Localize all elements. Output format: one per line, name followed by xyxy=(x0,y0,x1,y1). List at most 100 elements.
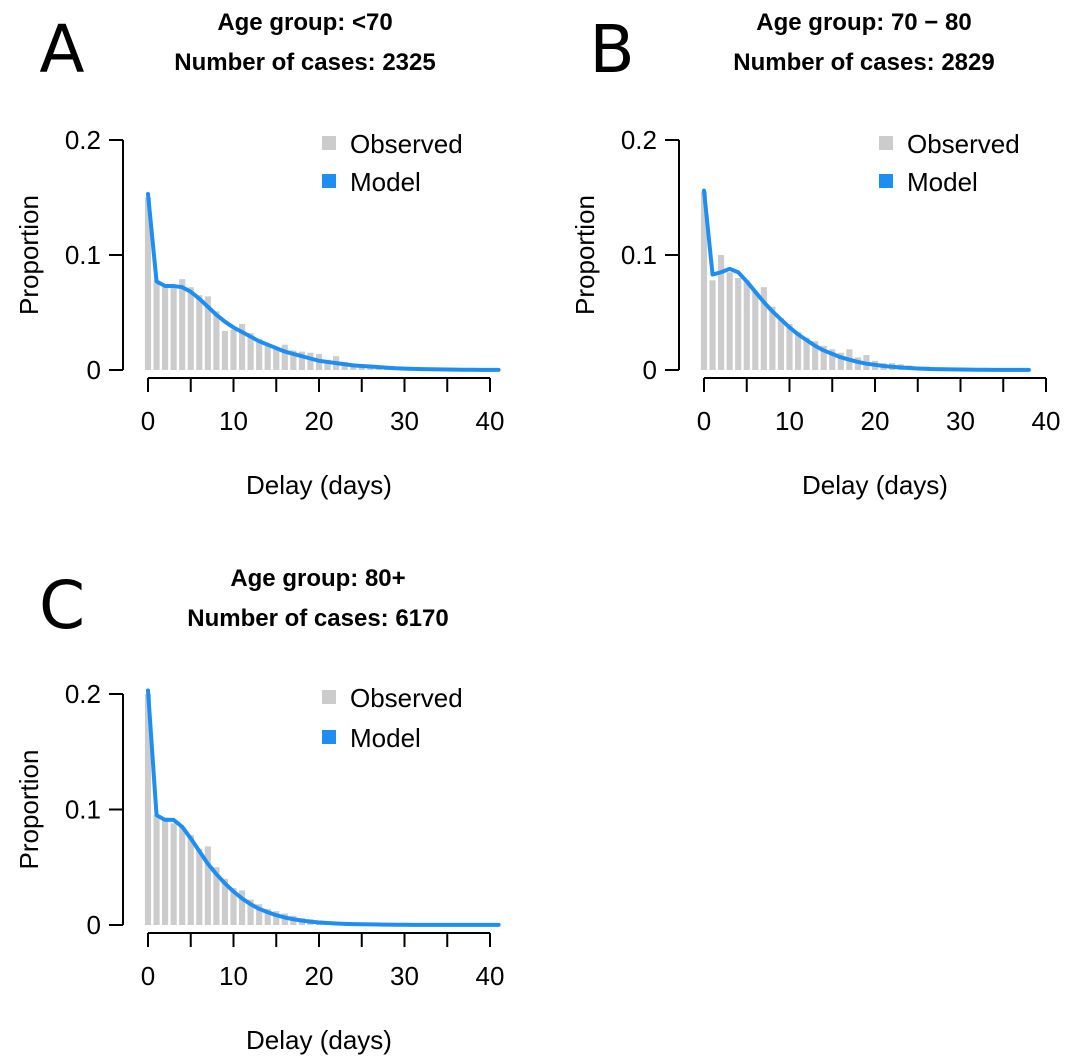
y-tick-label: 0.2 xyxy=(621,125,657,155)
observed-bar xyxy=(743,280,750,370)
observed-bar xyxy=(213,311,220,370)
observed-bar xyxy=(170,286,177,370)
x-tick-label: 30 xyxy=(390,961,419,991)
observed-bar xyxy=(170,823,177,925)
observed-bar xyxy=(204,296,211,370)
chart-subtitle: Number of cases: 2829 xyxy=(733,49,994,76)
observed-bar xyxy=(324,359,331,370)
observed-bar xyxy=(794,332,802,370)
x-axis-label: Delay (days) xyxy=(246,1025,392,1055)
observed-bar xyxy=(752,291,759,370)
legend-label-observed: Observed xyxy=(350,129,463,159)
legend-swatch-model xyxy=(322,174,336,188)
observed-bar xyxy=(256,904,263,925)
x-tick-label: 0 xyxy=(141,406,155,436)
chart-subtitle: Number of cases: 2325 xyxy=(174,49,435,76)
y-axis-label: Proportion xyxy=(570,195,600,315)
x-tick-label: 20 xyxy=(305,406,334,436)
legend-swatch-observed xyxy=(322,690,336,704)
observed-bar xyxy=(247,333,254,370)
chart-panel-b: B Age group: 70 − 80 Number of cases: 2829… xyxy=(570,9,1060,500)
observed-bar xyxy=(230,329,237,370)
legend: Observed Model xyxy=(322,129,463,197)
chart-title: Age group: 70 − 80 xyxy=(756,9,971,36)
observed-bar xyxy=(153,280,160,370)
x-tick-label: 40 xyxy=(476,961,505,991)
observed-bar xyxy=(290,350,297,370)
observed-bar xyxy=(829,349,836,370)
y-tick-label: 0.2 xyxy=(65,125,101,155)
observed-bar xyxy=(803,337,810,370)
chart-subtitle: Number of cases: 6170 xyxy=(187,605,448,632)
x-tick-label: 10 xyxy=(775,406,804,436)
observed-bar xyxy=(709,280,716,370)
panel-letter: B xyxy=(589,11,634,88)
observed-bar xyxy=(247,899,254,925)
observed-bar xyxy=(786,324,793,370)
observed-bar xyxy=(735,278,742,370)
panel-letter: A xyxy=(39,11,84,88)
observed-bar xyxy=(273,347,280,370)
observed-bar xyxy=(221,330,229,370)
x-tick-label: 30 xyxy=(946,406,975,436)
legend-label-observed: Observed xyxy=(907,129,1020,159)
y-tick-label: 0.2 xyxy=(65,679,101,709)
observed-bar xyxy=(187,287,194,370)
observed-bar xyxy=(298,351,305,370)
observed-bar xyxy=(307,352,314,370)
observed-bar xyxy=(837,352,844,370)
y-tick-label: 0.1 xyxy=(621,240,657,270)
legend-label-model: Model xyxy=(907,167,978,197)
y-axis-label: Proportion xyxy=(14,750,44,870)
panel-letter: C xyxy=(39,567,85,644)
y-tick-label: 0 xyxy=(87,355,101,385)
observed-bar xyxy=(700,191,708,370)
x-tick-label: 30 xyxy=(390,406,419,436)
legend: Observed Model xyxy=(322,683,463,753)
legend-swatch-model xyxy=(322,730,336,744)
y-tick-label: 0 xyxy=(643,355,657,385)
observed-bar xyxy=(221,878,229,925)
observed-bar xyxy=(153,815,160,925)
legend-label-model: Model xyxy=(350,167,421,197)
model-line xyxy=(146,688,501,927)
x-tick-label: 40 xyxy=(476,406,505,436)
observed-bar xyxy=(230,888,237,925)
x-tick-label: 40 xyxy=(1032,406,1061,436)
x-tick-label: 0 xyxy=(141,961,155,991)
observed-bar xyxy=(144,694,152,925)
y-axis-label: Proportion xyxy=(14,195,44,315)
chart-panel-c: C Age group: 80+ Number of cases: 6170 0 0.1… xyxy=(14,565,504,1055)
chart-panel-a: A Age group: <70 Number of cases: 2325 0 0.1… xyxy=(14,9,504,500)
observed-bar xyxy=(238,324,246,370)
x-axis-label: Delay (days) xyxy=(802,470,948,500)
observed-bar xyxy=(256,338,263,370)
y-tick-label: 0.1 xyxy=(65,795,101,825)
model-line xyxy=(146,192,501,372)
observed-bar xyxy=(273,911,280,925)
legend-swatch-model xyxy=(879,174,893,188)
legend-swatch-observed xyxy=(322,136,336,150)
observed-bar xyxy=(760,287,767,370)
model-line xyxy=(702,188,1031,372)
observed-bar xyxy=(196,848,203,925)
observed-bar xyxy=(726,272,733,370)
observed-bar xyxy=(264,908,271,925)
observed-bar xyxy=(718,255,725,370)
legend-swatch-observed xyxy=(879,136,893,150)
observed-bar xyxy=(213,867,220,925)
observed-bar xyxy=(812,341,819,370)
y-tick-label: 0.1 xyxy=(65,240,101,270)
x-tick-label: 10 xyxy=(219,406,248,436)
chart-title: Age group: 80+ xyxy=(230,565,405,592)
observed-bar xyxy=(179,279,186,370)
observed-bar xyxy=(281,344,288,370)
x-tick-label: 20 xyxy=(305,961,334,991)
observed-bar xyxy=(769,306,776,370)
y-tick-label: 0 xyxy=(87,910,101,940)
observed-bar xyxy=(238,890,246,925)
observed-bar xyxy=(179,826,186,925)
chart-title: Age group: <70 xyxy=(217,9,392,36)
legend: Observed Model xyxy=(879,129,1020,197)
